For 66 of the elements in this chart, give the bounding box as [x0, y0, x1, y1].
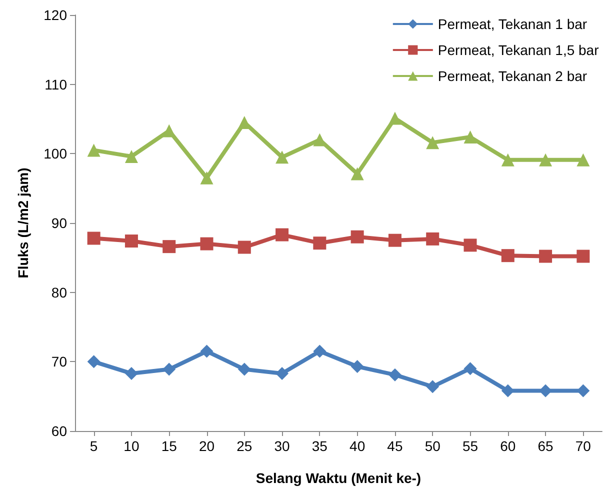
- y-tick-label: 110: [44, 76, 68, 92]
- point: [501, 384, 514, 398]
- point: [200, 237, 214, 250]
- point: [350, 167, 364, 180]
- point: [501, 249, 514, 262]
- point: [276, 150, 289, 164]
- y-tick-label: 80: [51, 284, 68, 300]
- point: [539, 384, 552, 398]
- point: [539, 250, 552, 263]
- legend-label: Permeat, Tekanan 1 bar: [438, 16, 588, 32]
- x-tick-label: 15: [161, 438, 178, 454]
- y-tick-label: 120: [44, 7, 68, 23]
- point: [87, 232, 100, 245]
- point: [238, 240, 251, 254]
- point: [87, 355, 100, 368]
- point: [576, 153, 590, 166]
- x-tick-label: 50: [424, 438, 441, 454]
- point: [388, 234, 402, 247]
- x-tick-label: 10: [124, 438, 140, 454]
- legend-label: Permeat, Tekanan 1,5 bar: [438, 42, 600, 58]
- point: [576, 384, 590, 398]
- y-tick-label: 70: [51, 354, 68, 370]
- point: [276, 228, 289, 242]
- point: [426, 380, 440, 394]
- y-tick-label: 90: [51, 215, 68, 231]
- x-tick-label: 55: [462, 438, 478, 454]
- point: [576, 250, 590, 263]
- x-tick-label: 5: [90, 438, 98, 454]
- point: [162, 240, 176, 254]
- point: [162, 362, 176, 376]
- point: [276, 366, 289, 380]
- y-axis-title: Fluks (L/m2 jam): [15, 168, 31, 278]
- x-tick-label: 70: [575, 438, 592, 454]
- x-tick-label: 30: [274, 438, 290, 454]
- y-tick-label: 100: [44, 146, 68, 162]
- x-tick-label: 60: [500, 438, 516, 454]
- x-tick-label: 45: [387, 438, 403, 454]
- x-tick-label: 40: [350, 438, 366, 454]
- point: [200, 344, 214, 358]
- x-axis-title: Selang Waktu (Menit ke-): [256, 470, 422, 486]
- point: [388, 112, 402, 125]
- point: [426, 136, 440, 150]
- point: [388, 368, 402, 382]
- point: [124, 150, 138, 163]
- point: [124, 234, 138, 248]
- y-tick-label: 60: [51, 423, 68, 439]
- point: [124, 366, 138, 380]
- x-tick-label: 25: [236, 438, 252, 454]
- x-tick-label: 35: [312, 438, 328, 454]
- point: [464, 238, 477, 252]
- point: [313, 344, 326, 358]
- point: [350, 230, 364, 244]
- point: [87, 144, 100, 157]
- point: [539, 153, 552, 166]
- x-tick-label: 65: [538, 438, 554, 454]
- point: [426, 232, 440, 246]
- point: [464, 362, 477, 376]
- legend-label: Permeat, Tekanan 2 bar: [438, 68, 588, 84]
- point: [501, 153, 514, 166]
- x-tick-label: 20: [198, 438, 215, 454]
- point: [464, 130, 477, 144]
- point: [350, 360, 364, 374]
- point: [313, 236, 326, 250]
- point: [200, 171, 214, 184]
- point: [162, 124, 176, 138]
- point: [238, 362, 251, 376]
